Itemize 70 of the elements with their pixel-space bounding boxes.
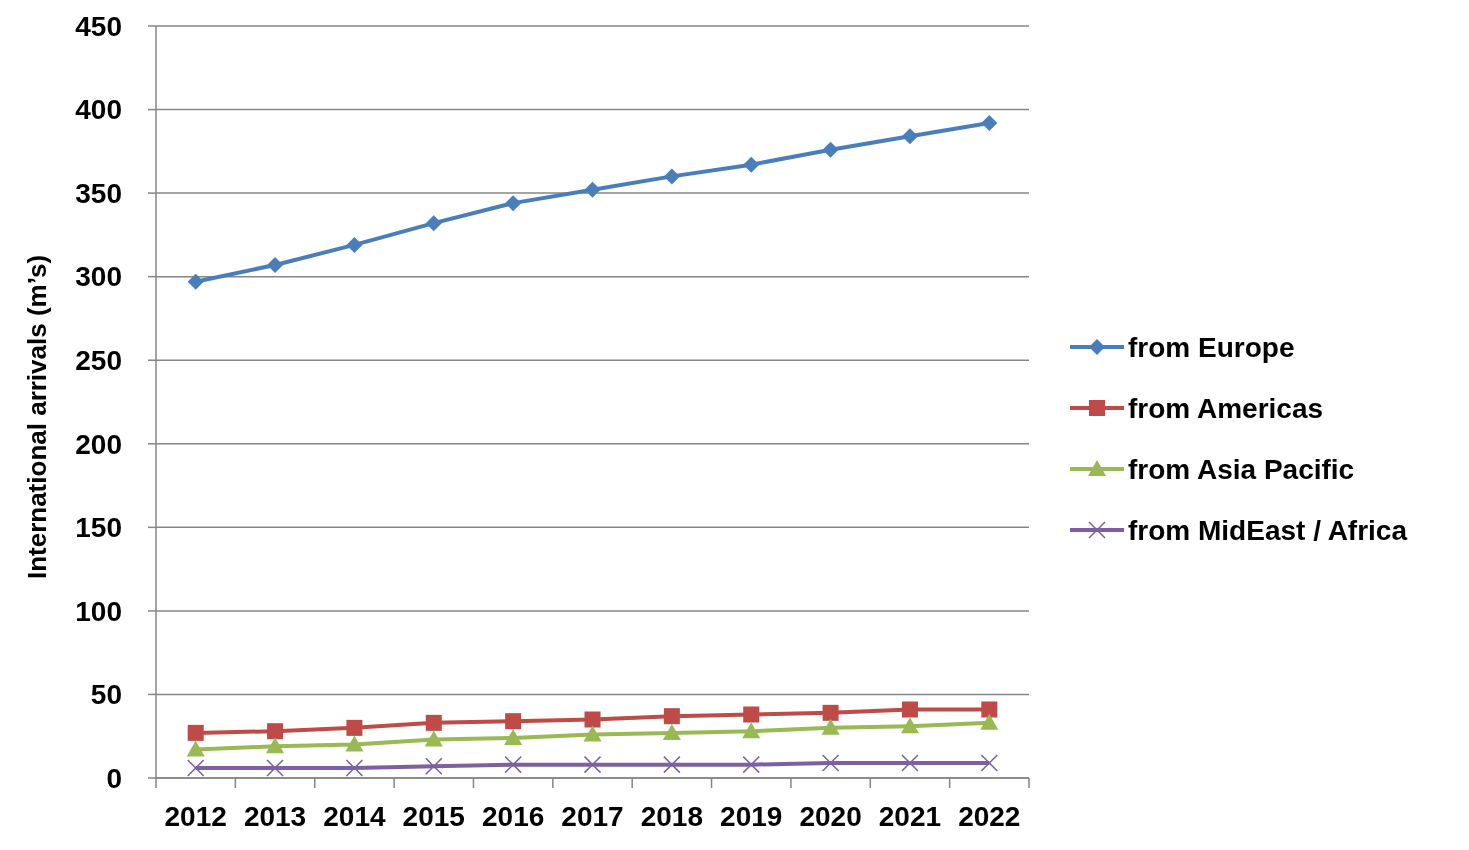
- y-tick-label: 200: [75, 428, 122, 460]
- point: [663, 755, 681, 774]
- y-tick-label: 250: [75, 345, 122, 377]
- x-tick-label: 2020: [799, 801, 862, 832]
- x-tick-label: 2022: [958, 801, 1021, 832]
- point: [425, 714, 442, 731]
- point: [742, 722, 761, 739]
- point: [662, 723, 681, 740]
- point: [345, 735, 364, 752]
- point: [743, 156, 760, 173]
- point: [981, 114, 998, 131]
- point: [504, 728, 523, 745]
- point: [583, 755, 602, 774]
- x-tick-label: 2021: [878, 801, 942, 832]
- point: [346, 236, 363, 253]
- y-tick-label: 300: [75, 261, 122, 293]
- point: [425, 215, 442, 232]
- point: [584, 181, 601, 198]
- legend-label: from MidEast / Africa: [1128, 514, 1408, 546]
- legend-label: from Americas: [1128, 392, 1324, 424]
- point: [187, 273, 204, 290]
- y-tick-label: 100: [75, 595, 122, 627]
- point: [742, 755, 760, 774]
- y-tick-label: 450: [75, 10, 122, 42]
- x-tick-label: 2013: [243, 801, 307, 832]
- y-axis-title: International arrivals (m’s): [22, 254, 52, 580]
- y-tick-label: 400: [75, 94, 122, 126]
- point: [822, 704, 839, 721]
- point: [981, 701, 998, 718]
- y-tick-label: 350: [75, 177, 122, 209]
- x-tick-label: 2016: [481, 801, 545, 832]
- legend-label: from Europe: [1128, 331, 1295, 363]
- point: [821, 718, 840, 735]
- point: [186, 759, 205, 777]
- point: [743, 706, 760, 723]
- y-tick-label: 50: [90, 679, 122, 711]
- point: [663, 708, 680, 725]
- x-tick-label: 2019: [720, 801, 783, 832]
- point: [980, 713, 999, 730]
- point: [505, 713, 522, 730]
- point: [187, 724, 204, 741]
- point: [583, 725, 602, 742]
- point: [186, 740, 205, 757]
- point: [424, 730, 443, 747]
- x-tick-label: 2012: [164, 801, 227, 832]
- point: [822, 141, 839, 158]
- x-tick-label: 2014: [323, 801, 386, 832]
- point: [901, 754, 919, 772]
- point: [901, 701, 918, 718]
- point: [266, 759, 284, 777]
- point: [504, 755, 522, 774]
- point: [663, 168, 680, 185]
- point: [425, 757, 443, 776]
- point: [821, 754, 840, 772]
- point: [584, 711, 601, 728]
- y-tick-label: 150: [75, 512, 122, 544]
- point: [980, 754, 999, 772]
- point: [267, 256, 284, 273]
- y-tick-label: 0: [106, 762, 122, 794]
- point: [346, 719, 363, 736]
- x-tick-label: 2018: [640, 801, 704, 832]
- x-tick-label: 2015: [402, 801, 465, 832]
- point: [900, 717, 919, 734]
- legend-label: from Asia Pacific: [1128, 453, 1355, 485]
- x-tick-label: 2017: [561, 801, 624, 832]
- point: [345, 759, 364, 777]
- point: [901, 128, 918, 145]
- point: [266, 737, 285, 754]
- point: [267, 723, 284, 740]
- point: [505, 195, 522, 212]
